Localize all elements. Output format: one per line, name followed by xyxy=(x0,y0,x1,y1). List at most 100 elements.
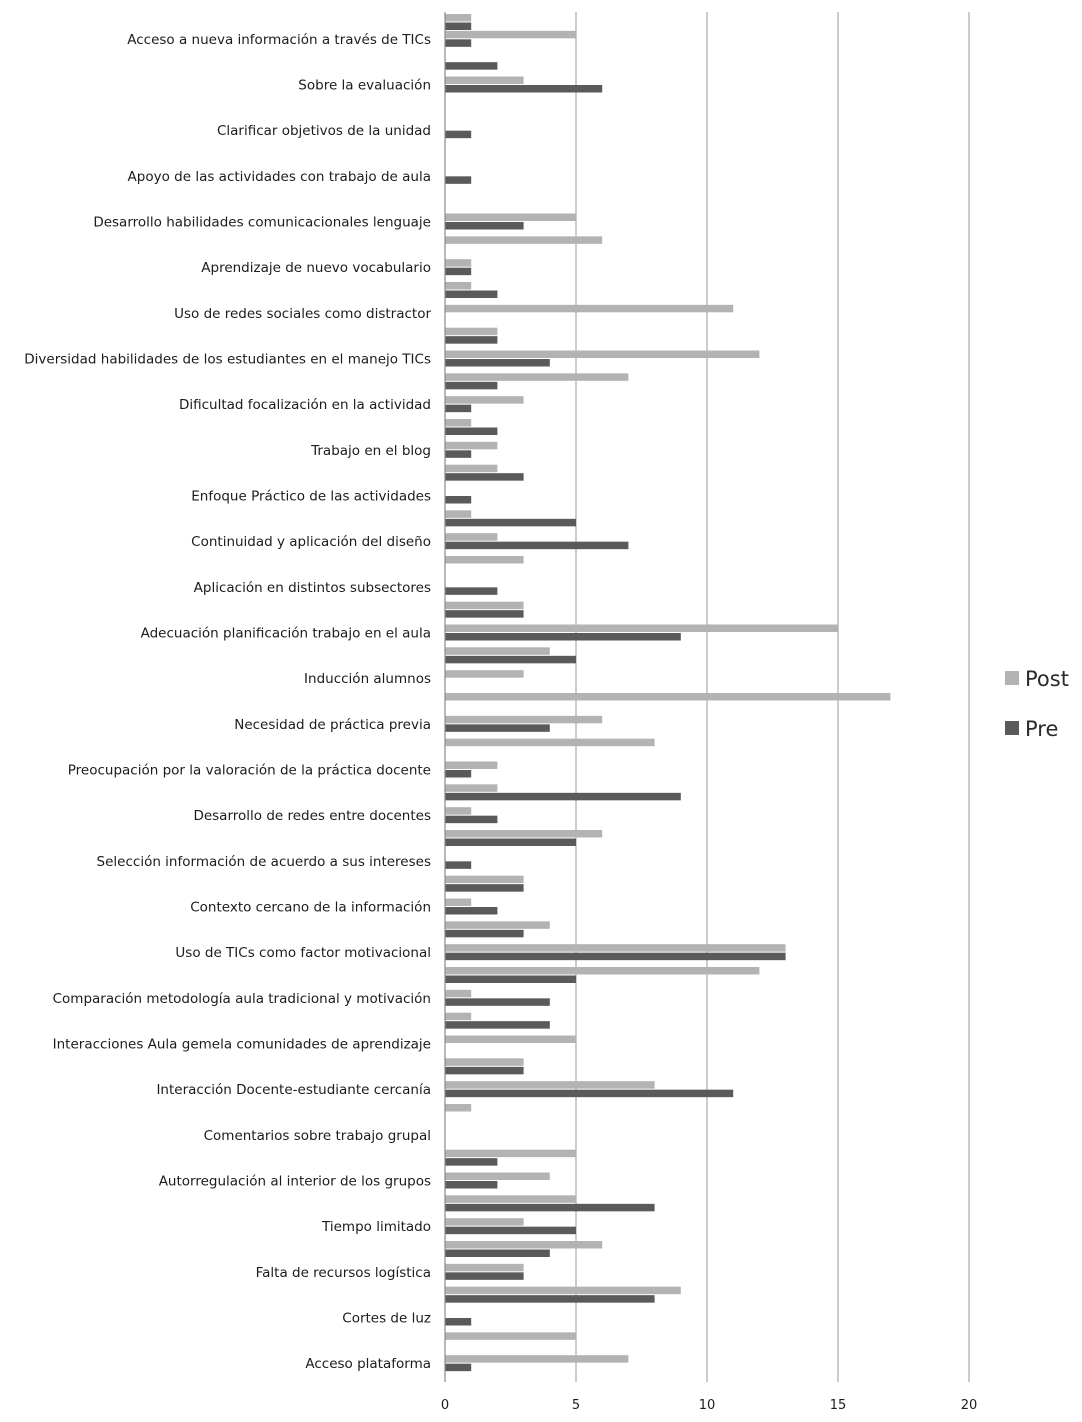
row-after-16-post-bar xyxy=(445,784,498,792)
row-after-5-post-bar xyxy=(445,282,472,290)
row-after-20-pre-bar xyxy=(445,975,576,983)
category-5-post-bar xyxy=(445,259,472,267)
row-after-16-pre-bar xyxy=(445,792,681,801)
category-2-pre-bar xyxy=(445,130,472,139)
category-8-post-bar xyxy=(445,396,524,404)
x-tick-label: 15 xyxy=(830,1398,847,1413)
category-25-post-bar xyxy=(445,1172,550,1180)
row-after-18-post-bar xyxy=(445,875,524,884)
row-after-24-post-bar xyxy=(445,1149,576,1158)
category-8-pre-bar xyxy=(445,404,472,413)
row-after-17-pre-bar xyxy=(445,838,576,846)
category-20-pre-bar xyxy=(445,952,786,961)
legend-swatch-pre xyxy=(1005,721,1019,735)
category-16-pre-bar xyxy=(445,770,472,778)
category-label: Enfoque Práctico de las actividades xyxy=(191,489,431,505)
row-after-17-post-bar xyxy=(445,830,603,838)
row-after-21-post-bar xyxy=(445,1012,472,1021)
category-10-pre-bar xyxy=(445,496,472,504)
legend: Post Pre xyxy=(1005,667,1069,741)
category-9-pre-bar xyxy=(445,450,472,458)
category-16-post-bar xyxy=(445,761,498,769)
category-label: Contexto cercano de la información xyxy=(190,900,431,916)
row-after-9-post-bar xyxy=(445,464,498,473)
category-label: Acceso plataforma xyxy=(305,1356,431,1372)
category-label: Uso de redes sociales como distractor xyxy=(174,306,431,322)
category-11-post-bar xyxy=(445,533,498,541)
category-11-pre-bar xyxy=(445,541,629,550)
category-28-pre-bar xyxy=(445,1318,472,1326)
row-after-26-post-bar xyxy=(445,1241,603,1249)
category-label: Aprendizaje de nuevo vocabulario xyxy=(201,260,431,276)
category-6-post-bar xyxy=(445,304,734,313)
category-label: Acceso a nueva información a través de T… xyxy=(127,32,431,48)
category-22-post-bar xyxy=(445,1035,576,1043)
category-7-pre-bar xyxy=(445,359,550,367)
row-after-7-post-bar xyxy=(445,373,629,381)
row-after-20-post-bar xyxy=(445,967,760,975)
x-tick-label: 10 xyxy=(699,1398,716,1413)
category-12-pre-bar xyxy=(445,587,498,595)
category-7-post-bar xyxy=(445,350,760,358)
category-label: Comparación metodología aula tradicional… xyxy=(53,991,431,1007)
row-after-10-pre-bar xyxy=(445,518,576,527)
row-after-11-post-bar xyxy=(445,556,524,564)
category-label: Interacciones Aula gemela comunidades de… xyxy=(53,1037,431,1053)
row-after-24-pre-bar xyxy=(445,1158,498,1166)
category-label: Preocupación por la valoración de la prá… xyxy=(68,763,431,779)
row-after-25-post-bar xyxy=(445,1195,576,1203)
category-29-pre-bar xyxy=(445,1363,472,1372)
category-20-post-bar xyxy=(445,944,786,952)
row-after-26-pre-bar xyxy=(445,1249,550,1257)
category-label: Inducción alumnos xyxy=(304,671,431,687)
row-after-8-pre-bar xyxy=(445,427,498,435)
row-after-18-pre-bar xyxy=(445,884,524,892)
leading-row-0-pre-bar xyxy=(445,22,472,30)
leading-row-0-post-bar xyxy=(445,14,472,22)
row-after-6-pre-bar xyxy=(445,336,498,344)
category-label: Comentarios sobre trabajo grupal xyxy=(204,1128,431,1144)
category-label: Adecuación planificación trabajo en el a… xyxy=(141,626,431,642)
category-label: Interacción Docente-estudiante cercanía xyxy=(156,1082,431,1098)
row-after-27-post-bar xyxy=(445,1286,681,1295)
x-tick-label: 5 xyxy=(572,1398,580,1413)
category-4-post-bar xyxy=(445,213,576,221)
category-13-post-bar xyxy=(445,624,838,632)
category-label: Sobre la evaluación xyxy=(298,78,431,94)
category-label: Diversidad habilidades de los estudiante… xyxy=(24,352,431,368)
category-labels: Acceso a nueva información a través de T… xyxy=(24,32,431,1372)
category-27-pre-bar xyxy=(445,1272,524,1280)
row-after-5-pre-bar xyxy=(445,290,498,298)
row-after-13-pre-bar xyxy=(445,655,576,664)
category-17-pre-bar xyxy=(445,815,498,824)
category-label: Selección información de acuerdo a sus i… xyxy=(97,854,431,870)
row-after-19-post-bar xyxy=(445,921,550,929)
row-after-0-pre-bar xyxy=(445,62,498,70)
category-5-pre-bar xyxy=(445,267,472,276)
row-after-27-pre-bar xyxy=(445,1295,655,1303)
category-label: Apoyo de las actividades con trabajo de … xyxy=(128,169,431,185)
category-label: Falta de recursos logística xyxy=(256,1265,431,1281)
category-1-pre-bar xyxy=(445,85,603,93)
category-15-post-bar xyxy=(445,715,603,724)
category-15-pre-bar xyxy=(445,724,550,732)
category-label: Clarificar objetivos de la unidad xyxy=(217,123,431,139)
category-3-pre-bar xyxy=(445,176,472,184)
category-9-post-bar xyxy=(445,441,498,450)
category-21-pre-bar xyxy=(445,998,550,1006)
category-26-post-bar xyxy=(445,1218,524,1226)
row-after-12-post-bar xyxy=(445,601,524,610)
category-25-pre-bar xyxy=(445,1181,498,1189)
category-label: Trabajo en el blog xyxy=(310,443,431,459)
category-23-post-bar xyxy=(445,1081,655,1089)
category-23-pre-bar xyxy=(445,1089,734,1098)
category-label: Uso de TICs como factor motivacional xyxy=(175,945,431,961)
row-after-28-post-bar xyxy=(445,1332,576,1340)
row-after-21-pre-bar xyxy=(445,1021,550,1029)
category-label: Desarrollo de redes entre docentes xyxy=(193,808,431,824)
row-after-6-post-bar xyxy=(445,327,498,336)
row-after-4-post-bar xyxy=(445,236,603,244)
category-1-post-bar xyxy=(445,76,524,84)
category-13-pre-bar xyxy=(445,633,681,641)
row-after-12-pre-bar xyxy=(445,610,524,618)
